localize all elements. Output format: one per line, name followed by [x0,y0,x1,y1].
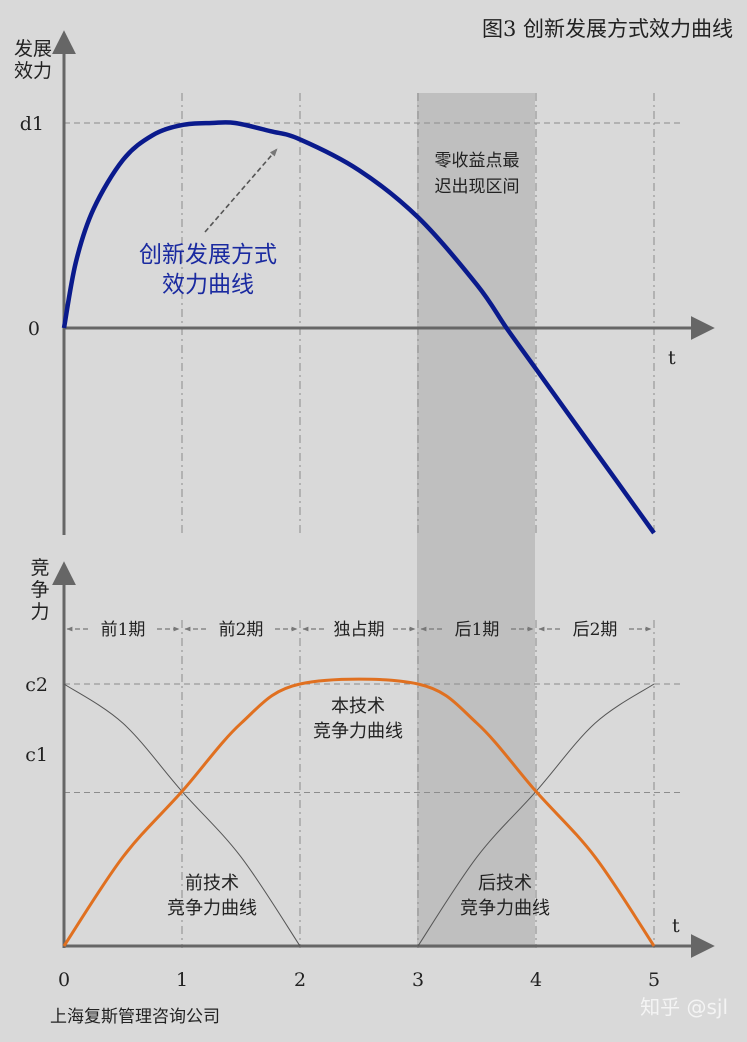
this-tech-label-line2: 竞争力曲线 [313,721,403,742]
period-row: 前1期 前2期 独占期 后1期 后2期 [66,620,652,640]
bottom-x-axis-label: t [672,915,680,937]
period-label-4: 后1期 [455,620,500,640]
x-tick-4: 4 [530,969,542,991]
period-label-2: 前2期 [219,620,264,640]
bottom-ylabel-line3: 力 [30,601,49,623]
next-tech-label-line2: 竞争力曲线 [460,898,550,919]
top-x-axis-label: t [668,347,676,369]
top-gridlines [64,93,684,535]
efficacy-annotation-line1: 创新发展方式 [139,242,277,268]
bottom-gridlines [64,620,684,948]
source-credit: 上海复斯管理咨询公司 [50,1007,220,1027]
watermark: 知乎 @sjl [640,995,728,1019]
bottom-ylabel-line1: 竞 [30,557,49,579]
x-tick-5: 5 [648,969,660,991]
period-label-5: 后2期 [573,620,618,640]
this-tech-curve [62,677,656,947]
efficacy-curve [61,120,656,535]
x-tick-2: 2 [294,969,306,991]
x-tick-3: 3 [412,969,424,991]
annotation-arrow [204,148,278,233]
bottom-ytick-c1: c1 [25,744,48,766]
x-tick-1: 1 [176,969,188,991]
bottom-x-tick-labels: 0 1 2 3 4 5 [58,969,660,991]
top-ylabel-line1: 发展 [14,38,52,60]
efficacy-annotation-line2: 效力曲线 [162,272,254,298]
period-label-3: 独占期 [334,620,385,640]
next-tech-label-line1: 后技术 [478,873,532,894]
period-label-1: 前1期 [101,620,146,640]
band-label-line2: 迟出现区间 [435,177,520,197]
top-ytick-d1: d1 [20,113,44,135]
this-tech-label-line1: 本技术 [331,696,385,717]
bottom-ytick-c2: c2 [25,674,48,696]
top-ylabel-line2: 效力 [14,60,52,82]
chart-title: 图3 创新发展方式效力曲线 [482,17,733,41]
bottom-panel: 竞 争 力 c2 c1 t 0 1 2 3 4 5 前1期 前2期 独占期 后1期 后2期 本技术… [25,557,715,991]
shaded-band [417,93,535,948]
x-tick-0: 0 [58,969,70,991]
prev-tech-label-line2: 竞争力曲线 [167,898,257,919]
prev-tech-label-line1: 前技术 [185,873,239,894]
bottom-ylabel-line2: 争 [30,579,49,601]
top-panel: 发展 效力 d1 0 t 零收益点最 迟出现区间 创新发展方式 效力曲线 [14,30,715,535]
top-ytick-0: 0 [28,318,40,340]
band-label-line1: 零收益点最 [435,151,520,171]
